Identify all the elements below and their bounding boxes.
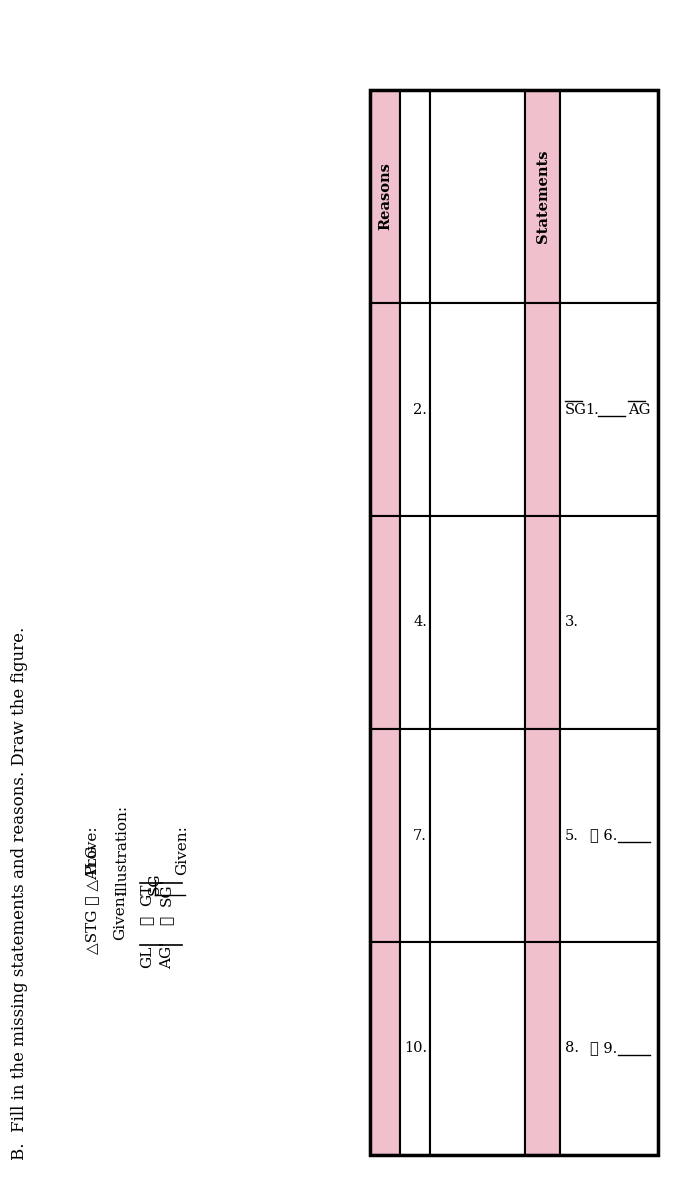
Bar xyxy=(560,90,658,302)
Bar xyxy=(430,90,525,302)
Text: 7.: 7. xyxy=(413,828,427,842)
Bar xyxy=(430,728,525,942)
Bar xyxy=(400,90,430,302)
Bar xyxy=(525,728,560,942)
Bar xyxy=(370,90,658,1154)
Text: 8.: 8. xyxy=(565,1042,579,1056)
Bar xyxy=(400,516,430,728)
Text: AG: AG xyxy=(160,946,174,968)
Bar xyxy=(560,302,658,516)
Bar xyxy=(525,516,560,728)
Text: Illustration:: Illustration: xyxy=(115,804,129,895)
Bar xyxy=(370,728,400,942)
Bar xyxy=(370,942,400,1154)
Text: SG: SG xyxy=(565,402,587,416)
Text: 4.: 4. xyxy=(413,616,427,630)
Text: ≅: ≅ xyxy=(140,916,154,924)
Text: ≅ 9.: ≅ 9. xyxy=(590,1042,617,1056)
Text: △STG ≅ △ALG: △STG ≅ △ALG xyxy=(85,846,99,954)
Bar xyxy=(400,302,430,516)
Text: Prove:: Prove: xyxy=(85,826,99,875)
Text: Reasons: Reasons xyxy=(378,162,392,230)
Bar xyxy=(525,90,560,302)
Text: B.  Fill in the missing statements and reasons. Draw the figure.: B. Fill in the missing statements and re… xyxy=(11,626,28,1160)
Text: GT: GT xyxy=(140,884,154,906)
Bar xyxy=(370,302,400,516)
Bar xyxy=(370,516,400,728)
Text: GL: GL xyxy=(140,946,154,968)
Bar xyxy=(525,942,560,1154)
Text: 10.: 10. xyxy=(404,1042,427,1056)
Text: 2.: 2. xyxy=(413,402,427,416)
Text: SG: SG xyxy=(148,872,162,895)
Bar xyxy=(560,516,658,728)
Bar xyxy=(560,942,658,1154)
Bar xyxy=(400,728,430,942)
Text: ≅: ≅ xyxy=(160,916,174,924)
Bar xyxy=(430,516,525,728)
Bar xyxy=(560,728,658,942)
Bar xyxy=(430,302,525,516)
Text: Given:: Given: xyxy=(113,890,127,940)
Text: Statements: Statements xyxy=(535,150,549,244)
Bar xyxy=(430,942,525,1154)
Text: 3.: 3. xyxy=(565,616,579,630)
Bar xyxy=(370,90,400,302)
Text: ≅ 6.: ≅ 6. xyxy=(590,828,618,842)
Bar xyxy=(525,302,560,516)
Text: 5.: 5. xyxy=(565,828,579,842)
Text: 1.: 1. xyxy=(585,402,599,416)
Text: Given:: Given: xyxy=(175,826,189,875)
Text: SG: SG xyxy=(160,883,174,906)
Text: AG: AG xyxy=(628,402,651,416)
Bar xyxy=(400,942,430,1154)
